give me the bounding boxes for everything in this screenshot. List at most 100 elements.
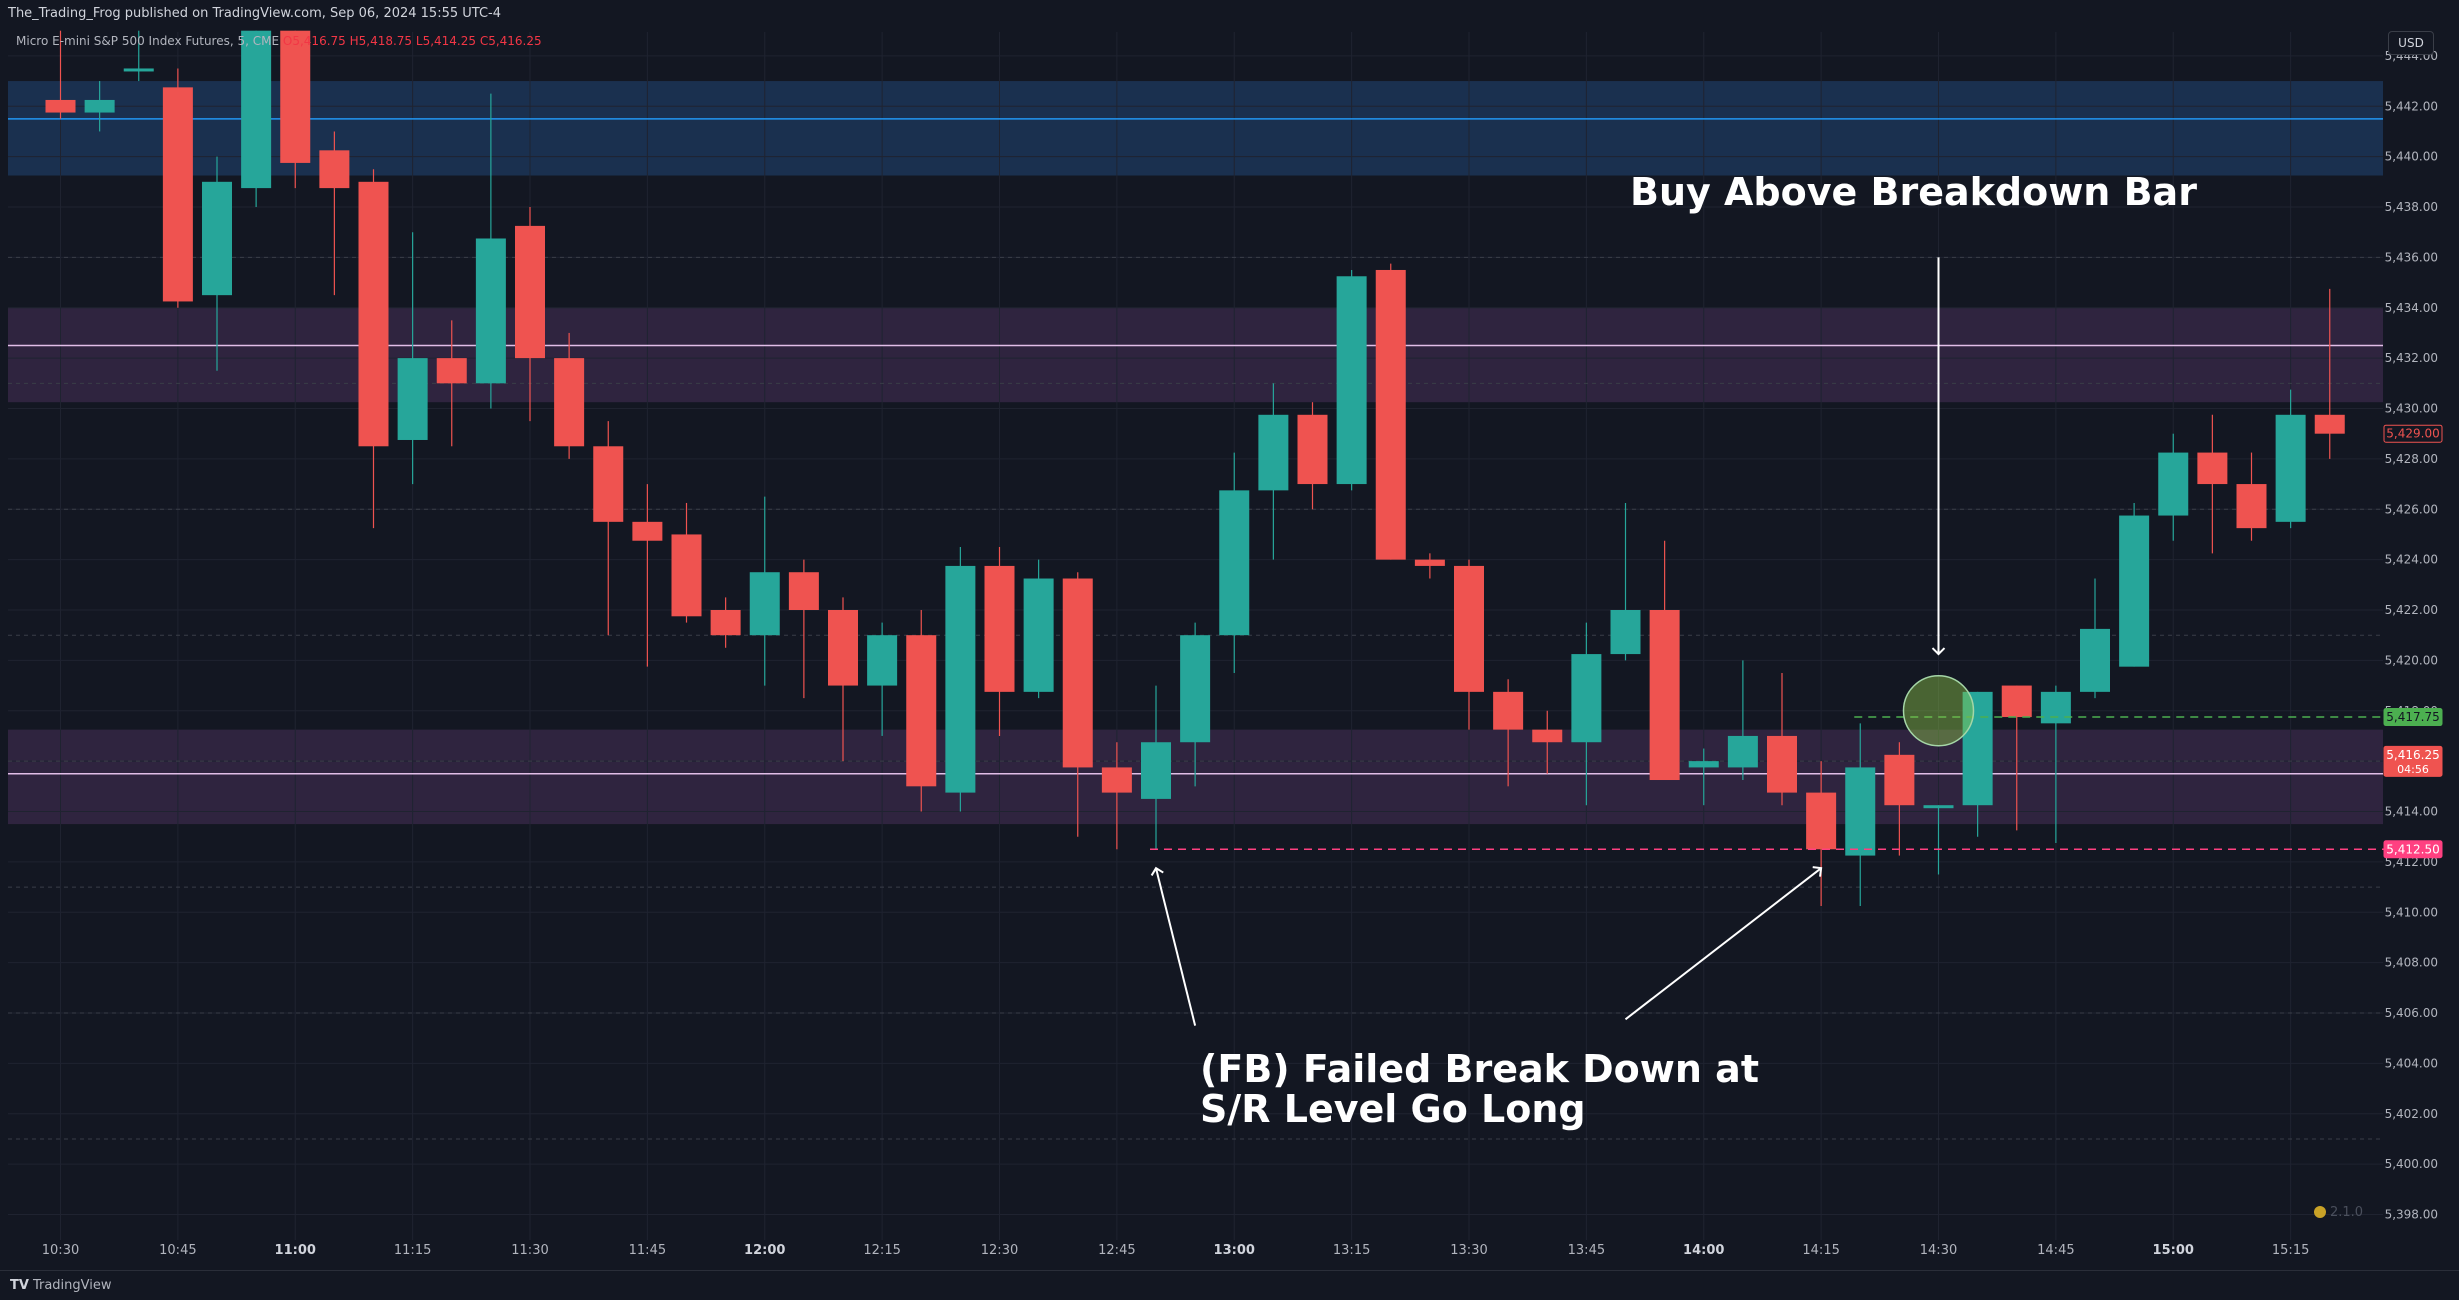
candle-body[interactable]: [2040, 691, 2071, 724]
candle-body[interactable]: [1649, 610, 1680, 781]
symbol-name: Micro E-mini S&P 500 Index Futures, 5, C…: [16, 34, 280, 48]
annotation-arrow: [1150, 866, 1197, 1026]
candle-body[interactable]: [2197, 452, 2228, 485]
candle-body[interactable]: [45, 99, 76, 113]
x-axis-tick-label: 14:00: [1683, 1243, 1724, 1258]
y-axis-tick-label: 5,398.00: [2385, 1208, 2438, 1222]
candle-body[interactable]: [2119, 515, 2150, 667]
candle-body[interactable]: [1923, 805, 1954, 809]
y-axis-tick-label: 5,412.00: [2385, 855, 2438, 869]
x-axis-tick-label: 10:30: [42, 1243, 79, 1258]
footer: TV TradingView: [0, 1270, 2459, 1300]
candle-body[interactable]: [828, 610, 858, 686]
candle-body[interactable]: [1571, 654, 1602, 743]
ohlc-values: O5,416.75 H5,418.75 L5,414.25 C5,416.25: [282, 34, 542, 48]
candle-body[interactable]: [1962, 691, 1993, 806]
price-chart[interactable]: Buy Above Breakdown Bar (FB) Failed Break…: [0, 0, 2459, 1270]
candle-body[interactable]: [749, 572, 780, 636]
candle-body[interactable]: [1258, 414, 1289, 491]
candle-body[interactable]: [1806, 792, 1837, 850]
candle-body[interactable]: [84, 99, 115, 113]
x-axis-tick-label: 14:15: [1802, 1243, 1839, 1258]
tradingview-logo[interactable]: TV TradingView: [10, 1278, 111, 1293]
candle-body[interactable]: [1375, 269, 1406, 560]
price-label: [2383, 708, 2443, 727]
candle-body[interactable]: [1219, 490, 1250, 636]
candle-body[interactable]: [397, 358, 428, 440]
candle-body[interactable]: [1688, 761, 1719, 768]
candle-body[interactable]: [1414, 559, 1445, 566]
candle-body[interactable]: [671, 534, 702, 617]
currency-button[interactable]: USD: [2388, 31, 2434, 55]
candle-body[interactable]: [1141, 742, 1171, 799]
y-axis-tick-label: 5,410.00: [2385, 905, 2438, 919]
frog-icon: [2314, 1206, 2326, 1218]
symbol-legend: Micro E-mini S&P 500 Index Futures, 5, C…: [16, 34, 542, 48]
candle-body[interactable]: [515, 225, 545, 359]
annotation-arrow: [1624, 866, 1823, 1021]
candle-body[interactable]: [123, 68, 154, 72]
candle-body[interactable]: [945, 565, 976, 793]
y-axis-tick-label: 5,402.00: [2385, 1107, 2438, 1121]
candle-body[interactable]: [475, 238, 506, 384]
candle-body[interactable]: [1727, 735, 1758, 768]
price-label-text: 5,412.50: [2386, 842, 2439, 856]
candle-body[interactable]: [710, 610, 741, 636]
candle-body[interactable]: [867, 635, 898, 686]
annotation-text-fb: (FB) Failed Break Down at: [1200, 1047, 1759, 1091]
candle-body[interactable]: [554, 358, 585, 447]
y-axis-tick-label: 5,438.00: [2385, 200, 2438, 214]
candle-body[interactable]: [241, 30, 272, 189]
candle-body[interactable]: [593, 446, 624, 522]
candle-body[interactable]: [906, 635, 937, 787]
candle-body[interactable]: [1454, 565, 1484, 692]
tradingview-logo-icon: TV: [10, 1278, 29, 1293]
price-label-countdown: 04:56: [2397, 763, 2429, 776]
candle-body[interactable]: [2236, 484, 2267, 529]
candle-body[interactable]: [162, 87, 193, 302]
x-axis-tick-label: 10:45: [159, 1243, 196, 1258]
x-axis-tick-label: 13:15: [1333, 1243, 1370, 1258]
candle-body[interactable]: [2158, 452, 2189, 516]
candle-body[interactable]: [1023, 578, 1054, 692]
candle-body[interactable]: [202, 181, 232, 296]
candle-body[interactable]: [1062, 578, 1093, 768]
y-axis-tick-label: 5,428.00: [2385, 452, 2438, 466]
candle-body[interactable]: [1767, 735, 1797, 793]
y-axis-tick-label: 5,430.00: [2385, 402, 2438, 416]
candle-body[interactable]: [1336, 276, 1367, 485]
candle-body[interactable]: [1884, 754, 1915, 806]
candle-body[interactable]: [2080, 628, 2110, 692]
candle-body[interactable]: [984, 565, 1015, 692]
x-axis-tick-label: 12:30: [981, 1243, 1018, 1258]
candle-body[interactable]: [2275, 414, 2306, 522]
candle-body[interactable]: [632, 521, 663, 541]
candle-body[interactable]: [1610, 610, 1641, 655]
candle-body[interactable]: [2001, 685, 2032, 718]
top-bar: The_Trading_Frog published on TradingVie…: [0, 0, 2459, 32]
candle-body[interactable]: [1297, 414, 1328, 485]
candle-body[interactable]: [436, 358, 467, 384]
y-axis-tick-label: 5,442.00: [2385, 99, 2438, 113]
x-axis-tick-label: 12:45: [1098, 1243, 1135, 1258]
x-axis-tick-label: 12:00: [744, 1243, 785, 1258]
x-axis-tick-label: 14:45: [2037, 1243, 2074, 1258]
price-label-text: 5,416.25: [2386, 748, 2439, 762]
candle-body[interactable]: [1101, 767, 1132, 793]
y-axis-tick-label: 5,434.00: [2385, 301, 2438, 315]
candle-body[interactable]: [1180, 635, 1211, 743]
candle-body[interactable]: [1493, 691, 1524, 730]
candle-body[interactable]: [319, 150, 350, 189]
candle-body[interactable]: [788, 572, 819, 610]
candle-body[interactable]: [1845, 767, 1876, 856]
candle-body[interactable]: [280, 30, 311, 163]
candle-body[interactable]: [2314, 414, 2345, 434]
candle-body[interactable]: [1532, 729, 1563, 743]
footer-brand-text: TradingView: [32, 1278, 112, 1293]
x-axis-tick-label: 15:00: [2153, 1243, 2194, 1258]
price-label: [2383, 424, 2443, 443]
candle-body[interactable]: [358, 181, 389, 447]
y-axis-tick-label: 5,414.00: [2385, 805, 2438, 819]
highlight-circle: [1902, 675, 1975, 747]
publisher-info: The_Trading_Frog published on TradingVie…: [8, 6, 501, 21]
